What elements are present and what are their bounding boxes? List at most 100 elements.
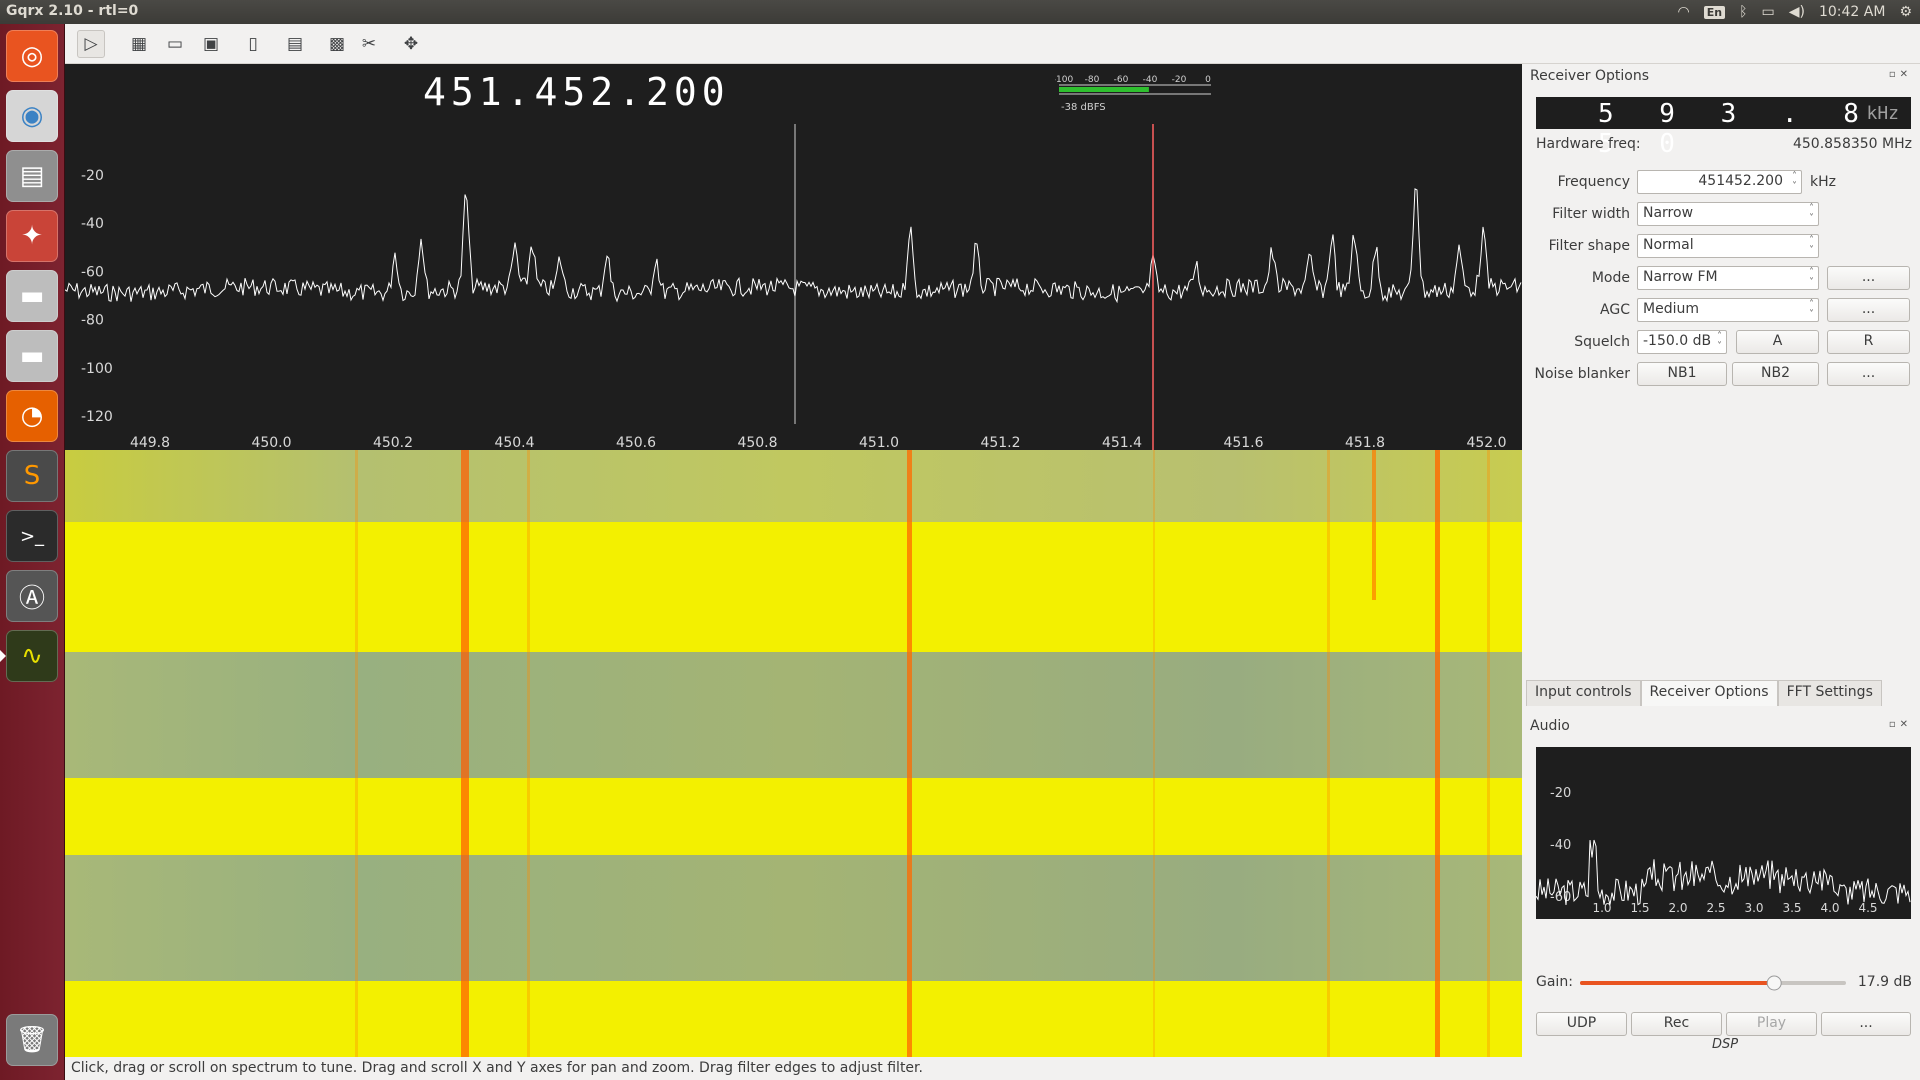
offset-digits[interactable]: 5 9 3 . 8 5 0 <box>1598 99 1874 159</box>
audio-y-tick-label: -20 <box>1550 786 1571 801</box>
fft-panel-icon[interactable]: ▤ <box>286 34 304 54</box>
folder-icon[interactable]: ▭ <box>166 34 184 54</box>
mode-options-button[interactable]: ... <box>1827 266 1910 290</box>
y-axis-tick-label: -80 <box>81 313 104 329</box>
agc-select[interactable]: Medium ˄ ˅ <box>1637 298 1819 322</box>
squelch-value[interactable]: -150.0 dB <box>1643 333 1712 349</box>
agc-value: Medium <box>1643 301 1699 317</box>
file-cabinet-icon[interactable]: ▤ <box>6 150 58 202</box>
x-axis-tick-label: 451.2 <box>980 435 1020 450</box>
floppy-icon[interactable]: ▣ <box>202 34 220 54</box>
meter-scale-label: -60 <box>1114 75 1129 85</box>
meter-scale-label: -20 <box>1172 75 1187 85</box>
noise-blanker-options-button[interactable]: ... <box>1827 362 1910 386</box>
waterfall-signal-trace <box>355 450 358 1057</box>
gain-label: Gain: <box>1536 974 1573 990</box>
audio-x-tick-label: 3.0 <box>1744 901 1763 915</box>
nb1-button[interactable]: NB1 <box>1637 362 1727 386</box>
mode-select[interactable]: Narrow FM ˄ ˅ <box>1637 266 1819 290</box>
frequency-spinbox[interactable]: 451452.200 ˄ ˅ <box>1637 170 1802 194</box>
frequency-value[interactable]: 451452.200 <box>1698 173 1783 189</box>
hardware-icon[interactable]: ▦ <box>130 34 148 54</box>
x-axis-tick-label: 450.6 <box>616 435 656 450</box>
volume-icon[interactable]: ◀) <box>1788 4 1805 20</box>
squelch-auto-button[interactable]: A <box>1736 330 1819 354</box>
tools-icon[interactable]: ✂ <box>361 34 377 54</box>
gain-slider[interactable] <box>1580 975 1846 991</box>
agc-options-button[interactable]: ... <box>1827 298 1910 322</box>
waterfall-signal-trace <box>1153 450 1155 1057</box>
remote-icon[interactable]: ▩ <box>328 34 346 54</box>
signal-meter: -100 -80 -60 -40 -20 0 -38 dBFS <box>1055 75 1211 113</box>
audio-x-tick-label: 1.0 <box>1592 901 1611 915</box>
wifi-icon[interactable]: ◠ <box>1677 4 1690 20</box>
clock[interactable]: 10:42 AM <box>1818 4 1886 20</box>
arrows-icon[interactable]: ✥ <box>403 34 419 54</box>
center-frequency-readout: 451.452.200 <box>423 70 730 114</box>
combo-arrows-icon: ˄ ˅ <box>1809 267 1814 288</box>
filter-shape-select[interactable]: Normal ˄ ˅ <box>1637 234 1819 258</box>
audio-x-tick-label: 1.5 <box>1630 901 1649 915</box>
spin-arrows-icon[interactable]: ˄ ˅ <box>1792 171 1797 192</box>
bookmark-icon[interactable]: ▯ <box>248 34 258 54</box>
ubuntu-logo-icon[interactable]: ◎ <box>6 30 58 82</box>
keyboard-layout-indicator[interactable]: En <box>1703 5 1726 19</box>
updater-icon[interactable]: Ⓐ <box>6 570 58 622</box>
battery-icon[interactable]: ▭ <box>1761 4 1775 20</box>
waterfall-signal-trace <box>907 450 912 1057</box>
tab-receiver-options[interactable]: Receiver Options <box>1640 680 1778 706</box>
x-axis-tick-label: 450.4 <box>494 435 534 450</box>
combo-arrows-icon: ˄ ˅ <box>1809 203 1814 224</box>
bluetooth-icon[interactable]: ᛒ <box>1739 4 1748 20</box>
x-axis-tick-label: 450.8 <box>737 435 777 450</box>
gain-slider-fill <box>1580 981 1775 985</box>
audio-fft-canvas: -20-40-60 1.0 1.5 2.0 2.5 3.0 3.5 4.0 4.5 <box>1535 786 1911 915</box>
play-icon[interactable]: ▷ <box>77 30 105 58</box>
tab-fft-settings[interactable]: FFT Settings <box>1777 680 1882 706</box>
x-axis-tick-label: 451.4 <box>1102 435 1142 450</box>
power-gear-icon[interactable]: ⚙ <box>1899 4 1912 20</box>
dock-tab-bar: Input controls Receiver Options FFT Sett… <box>1526 680 1882 706</box>
dock-float-close-icon[interactable]: ▫✕ <box>1888 69 1912 80</box>
frequency-unit: kHz <box>1810 174 1836 190</box>
signal-monitor-icon[interactable]: ∿ <box>0 630 58 682</box>
combo-arrows-icon: ˄ ˅ <box>1809 299 1814 320</box>
squelch-spinbox[interactable]: -150.0 dB ˄ ˅ <box>1637 330 1727 354</box>
spin-arrows-icon[interactable]: ˄ ˅ <box>1717 331 1722 352</box>
main-toolbar: ▷ ▦ ▭ ▣ ▯ ▤ ▩ ✂ ✥ <box>65 24 1920 64</box>
offset-unit: kHz <box>1866 103 1899 124</box>
hard-drive-icon[interactable]: ▬ <box>6 330 58 382</box>
mode-label: Mode <box>1591 270 1630 286</box>
firefox-icon[interactable]: ◔ <box>6 390 58 442</box>
play-button[interactable]: Play <box>1726 1012 1817 1036</box>
dock-float-close-icon[interactable]: ▫✕ <box>1888 719 1912 730</box>
spectrum-trace <box>65 188 1522 304</box>
offset-lcd-display[interactable]: 5 9 3 . 8 5 0 kHz <box>1536 97 1911 159</box>
udp-button[interactable]: UDP <box>1536 1012 1627 1036</box>
hard-drive-icon[interactable]: ▬ <box>6 270 58 322</box>
squelch-reset-button[interactable]: R <box>1827 330 1910 354</box>
terminal-icon[interactable]: >_ <box>6 510 58 562</box>
x-axis-tick-label: 450.2 <box>373 435 413 450</box>
gain-value: 17.9 dB <box>1857 974 1912 990</box>
y-axis-tick-label: -100 <box>81 361 113 377</box>
window-title: Gqrx 2.10 - rtl=0 <box>6 3 139 19</box>
audio-options-button[interactable]: ... <box>1821 1012 1911 1036</box>
audio-fft-plot[interactable]: -20 -40 -60 1.0 1.5 2.0 2.5 3.0 3.5 4.0 4.5 <box>1535 747 1911 919</box>
nb2-button[interactable]: NB2 <box>1732 362 1819 386</box>
x-axis-tick-label: 451.0 <box>859 435 899 450</box>
spectrum-plot[interactable]: -20 -40 -60 -80 -100 -120 449.8 450.0 450.2 450.… <box>65 64 1522 450</box>
trash-icon[interactable]: 🗑 <box>6 1014 58 1066</box>
record-button[interactable]: Rec <box>1631 1012 1722 1036</box>
filter-width-select[interactable]: Narrow ˄ ˅ <box>1637 202 1819 226</box>
audio-y-tick-label: -40 <box>1550 838 1571 853</box>
waterfall-display[interactable] <box>65 450 1522 1057</box>
spectrum-canvas[interactable]: -20 -40 -60 -80 -100 -120 449.8 450.0 450.2 450.… <box>65 64 1522 450</box>
gain-slider-handle[interactable] <box>1766 975 1782 991</box>
sublime-icon[interactable]: S <box>6 450 58 502</box>
tab-input-controls[interactable]: Input controls <box>1526 680 1641 706</box>
filter-width-value: Narrow <box>1643 205 1694 221</box>
chrome-icon[interactable]: ◉ <box>6 90 58 142</box>
settings-tools-icon[interactable]: ✦ <box>6 210 58 262</box>
audio-spectrum-trace <box>1535 839 1911 906</box>
